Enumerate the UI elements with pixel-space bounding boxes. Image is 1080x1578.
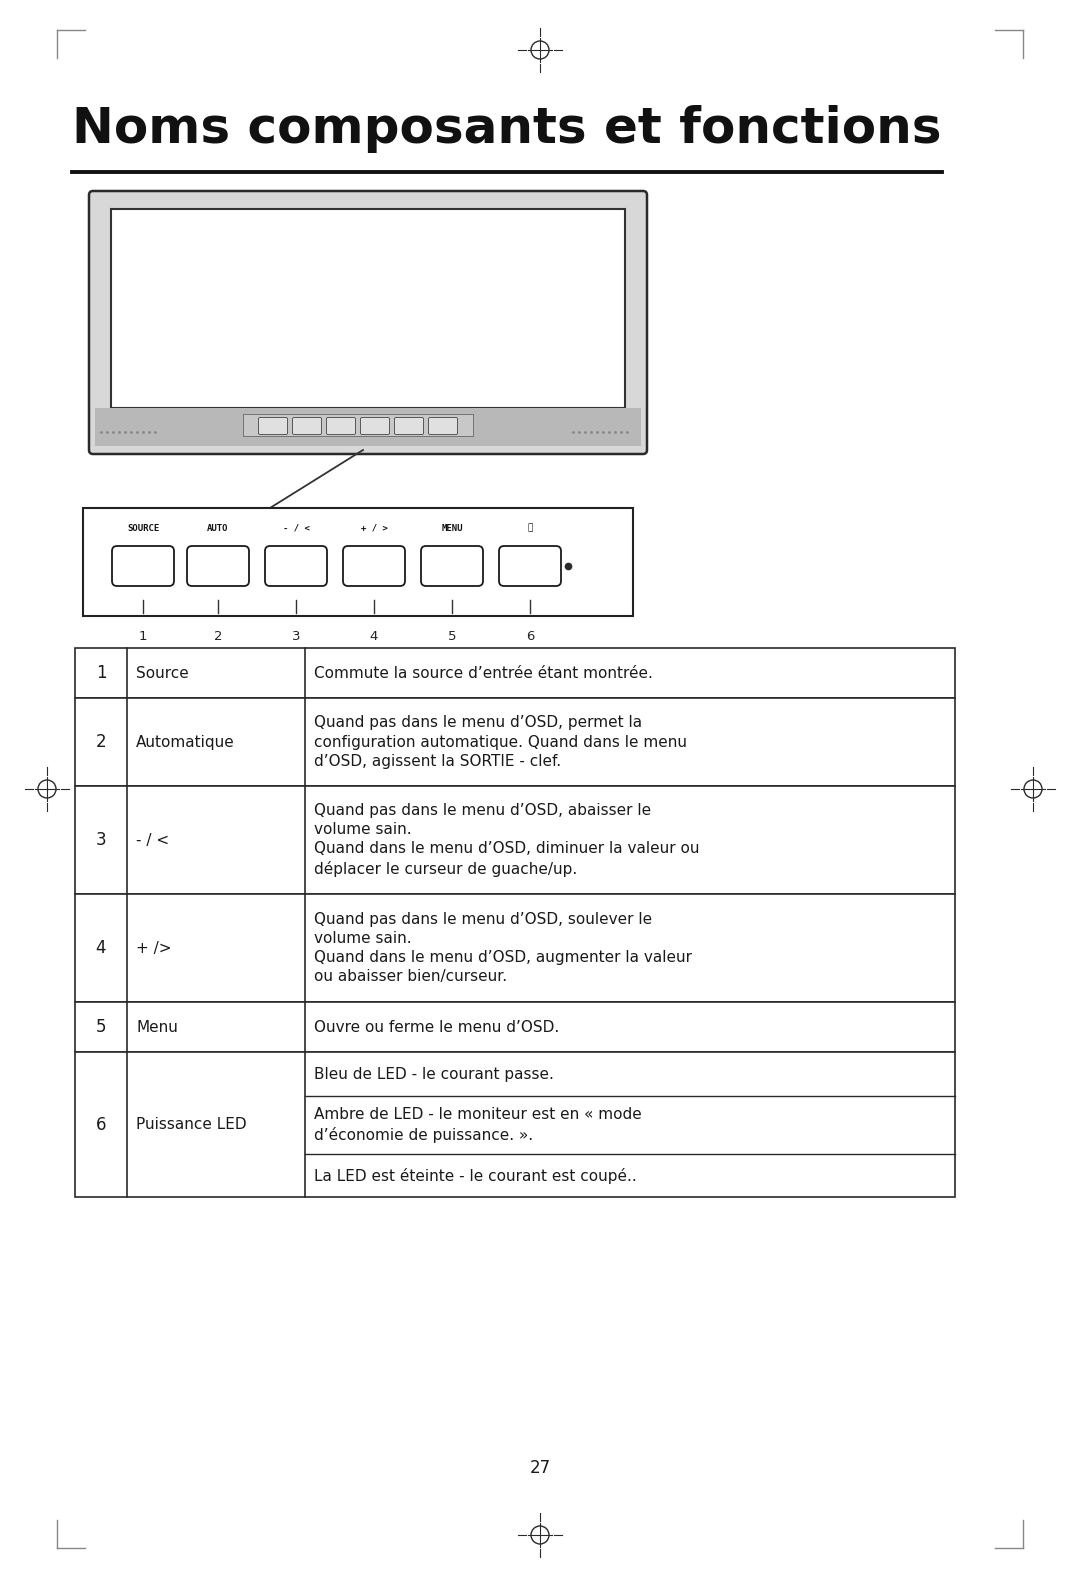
Bar bbox=[83, 508, 633, 615]
Text: - / <: - / < bbox=[283, 524, 310, 532]
Text: Ouvre ou ferme le menu d’OSD.: Ouvre ou ferme le menu d’OSD. bbox=[314, 1019, 559, 1035]
Text: 5: 5 bbox=[96, 1018, 106, 1037]
Bar bbox=[75, 895, 955, 1002]
Text: Puissance LED: Puissance LED bbox=[136, 1117, 246, 1131]
Text: 1: 1 bbox=[138, 630, 147, 642]
Text: 6: 6 bbox=[526, 630, 535, 642]
Text: Menu: Menu bbox=[136, 1019, 178, 1035]
Text: 27: 27 bbox=[529, 1460, 551, 1477]
FancyBboxPatch shape bbox=[326, 418, 355, 434]
Text: Source: Source bbox=[136, 666, 189, 680]
FancyBboxPatch shape bbox=[429, 418, 458, 434]
Text: 2: 2 bbox=[214, 630, 222, 642]
Text: ⏻: ⏻ bbox=[527, 524, 532, 532]
FancyBboxPatch shape bbox=[343, 546, 405, 585]
Text: MENU: MENU bbox=[442, 524, 462, 532]
FancyBboxPatch shape bbox=[394, 418, 423, 434]
Bar bbox=[75, 1053, 955, 1198]
Bar bbox=[243, 413, 473, 436]
Text: Ambre de LED - le moniteur est en « mode
d’économie de puissance. ».: Ambre de LED - le moniteur est en « mode… bbox=[314, 1108, 642, 1142]
FancyBboxPatch shape bbox=[499, 546, 561, 585]
Text: 1: 1 bbox=[96, 664, 106, 682]
Text: La LED est éteinte - le courant est coupé..: La LED est éteinte - le courant est coup… bbox=[314, 1168, 637, 1184]
Text: Noms composants et fonctions: Noms composants et fonctions bbox=[72, 106, 942, 153]
FancyBboxPatch shape bbox=[89, 191, 647, 454]
Text: Bleu de LED - le courant passe.: Bleu de LED - le courant passe. bbox=[314, 1067, 554, 1081]
Text: 5: 5 bbox=[448, 630, 456, 642]
Bar bbox=[75, 649, 955, 697]
FancyBboxPatch shape bbox=[265, 546, 327, 585]
FancyBboxPatch shape bbox=[293, 418, 322, 434]
FancyBboxPatch shape bbox=[187, 546, 249, 585]
Text: + / >: + / > bbox=[361, 524, 388, 532]
Text: + />: + /> bbox=[136, 940, 172, 956]
FancyBboxPatch shape bbox=[112, 546, 174, 585]
Text: 3: 3 bbox=[292, 630, 300, 642]
Text: Quand pas dans le menu d’OSD, abaisser le
volume sain.
Quand dans le menu d’OSD,: Quand pas dans le menu d’OSD, abaisser l… bbox=[314, 803, 700, 877]
Bar bbox=[111, 208, 625, 409]
Text: Quand pas dans le menu d’OSD, soulever le
volume sain.
Quand dans le menu d’OSD,: Quand pas dans le menu d’OSD, soulever l… bbox=[314, 912, 692, 985]
Text: - / <: - / < bbox=[136, 833, 170, 847]
Bar bbox=[75, 697, 955, 786]
Text: 4: 4 bbox=[369, 630, 378, 642]
Text: 6: 6 bbox=[96, 1116, 106, 1133]
FancyBboxPatch shape bbox=[361, 418, 390, 434]
Text: Commute la source d’entrée étant montrée.: Commute la source d’entrée étant montrée… bbox=[314, 666, 653, 680]
Text: Automatique: Automatique bbox=[136, 734, 234, 750]
Bar bbox=[95, 409, 642, 447]
FancyBboxPatch shape bbox=[258, 418, 287, 434]
Text: SOURCE: SOURCE bbox=[126, 524, 159, 532]
Text: 3: 3 bbox=[96, 832, 106, 849]
Bar bbox=[75, 786, 955, 895]
Text: 4: 4 bbox=[96, 939, 106, 956]
Text: 2: 2 bbox=[96, 734, 106, 751]
FancyBboxPatch shape bbox=[421, 546, 483, 585]
Bar bbox=[75, 1002, 955, 1053]
Text: AUTO: AUTO bbox=[207, 524, 229, 532]
Text: Quand pas dans le menu d’OSD, permet la
configuration automatique. Quand dans le: Quand pas dans le menu d’OSD, permet la … bbox=[314, 715, 687, 768]
